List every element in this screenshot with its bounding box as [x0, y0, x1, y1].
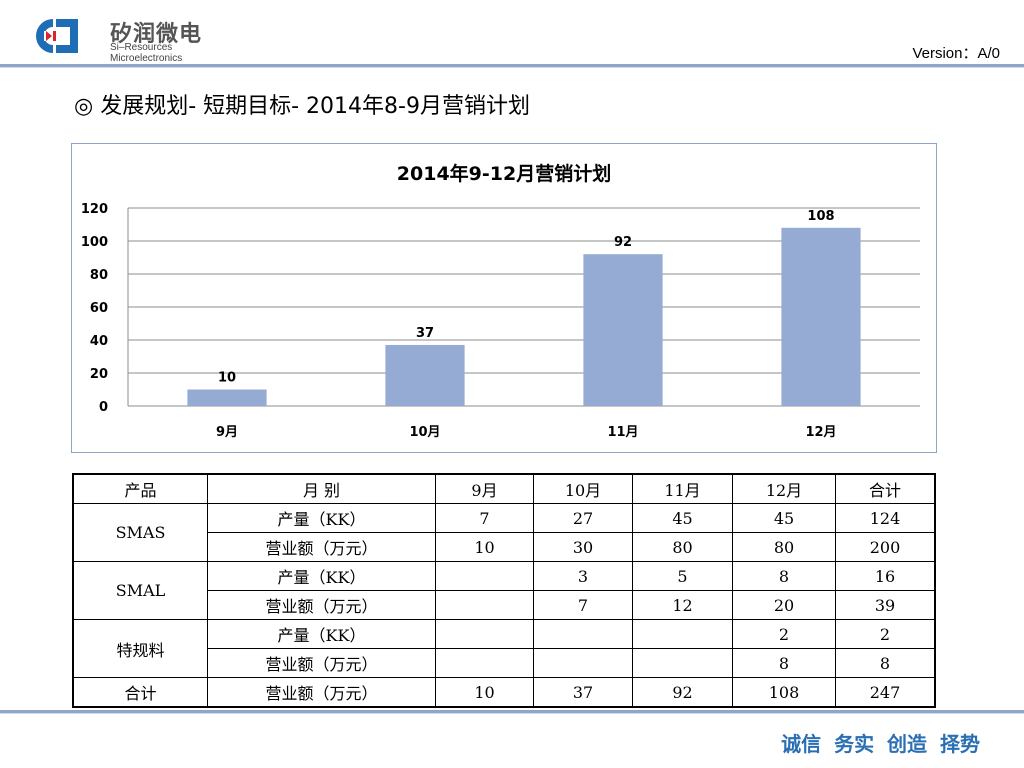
- value-cell: [533, 648, 633, 678]
- x-tick-label: 10月: [409, 425, 440, 440]
- footer-divider: [0, 710, 1024, 713]
- table-row: 营业额（万元） 7 12 20 39: [73, 590, 936, 620]
- x-tick-label: 12月: [805, 425, 836, 440]
- bar-data-label: 10: [218, 371, 236, 386]
- y-tick-label: 20: [90, 367, 108, 382]
- y-tick-label: 120: [81, 202, 108, 217]
- value-cell: 8: [732, 648, 836, 678]
- value-cell: 7: [533, 590, 633, 620]
- value-cell: [435, 648, 534, 678]
- footer-divider-light: [0, 713, 1024, 714]
- value-cell: 45: [632, 503, 733, 533]
- y-tick-label: 80: [90, 268, 108, 283]
- metric-cell: 产量（KK）: [207, 561, 436, 591]
- value-cell: 10: [435, 677, 534, 708]
- header-dec: 12月: [732, 473, 836, 504]
- header-total: 合计: [835, 473, 936, 504]
- value-cell: 20: [732, 590, 836, 620]
- total-cell: 200: [835, 532, 936, 562]
- marketing-plan-table: 产品 月 别 9月 10月 11月 12月 合计 SMAS 产量（KK） 7 2…: [72, 473, 936, 708]
- bar-data-label: 37: [416, 326, 434, 341]
- bar: [781, 227, 861, 406]
- slide-title: ◎ 发展规划- 短期目标- 2014年8-9月营销计划: [74, 94, 530, 119]
- value-cell: 7: [435, 503, 534, 533]
- chart-title: 2014年9-12月营销计划: [397, 162, 611, 185]
- bar-chart: 2014年9-12月营销计划 0 20 40 60 80 100 120 10 9月 37 10月 92…: [81, 162, 920, 440]
- y-tick-label: 40: [90, 334, 108, 349]
- metric-cell: 营业额（万元）: [207, 677, 436, 708]
- value-cell: 80: [732, 532, 836, 562]
- x-tick-label: 11月: [607, 425, 638, 440]
- total-cell: 16: [835, 561, 936, 591]
- table-row: SMAL 产量（KK） 3 5 8 16: [72, 561, 936, 620]
- total-label-cell: 合计: [72, 677, 208, 708]
- y-tick-label: 0: [99, 400, 108, 415]
- header-nov: 11月: [632, 473, 733, 504]
- value-cell: 27: [533, 503, 633, 533]
- value-cell: [435, 590, 534, 620]
- value-cell: 92: [632, 677, 733, 708]
- product-cell: SMAL: [72, 561, 208, 620]
- x-tick-label: 9月: [216, 425, 238, 440]
- total-cell: 39: [835, 590, 936, 620]
- value-cell: 37: [533, 677, 633, 708]
- chart-frame: 2014年9-12月营销计划 0 20 40 60 80 100 120 10 9月 37 10月 92…: [71, 143, 937, 453]
- total-cell: 247: [835, 677, 936, 708]
- y-tick-label: 60: [90, 301, 108, 316]
- value-cell: 5: [632, 561, 733, 591]
- value-cell: [435, 561, 534, 591]
- total-cell: 124: [835, 503, 936, 533]
- header-sep: 9月: [435, 473, 534, 504]
- table-total-row: 合计 营业额（万元） 10 37 92 108 247: [72, 677, 936, 708]
- logo-chinese-name: 矽润微电: [110, 22, 203, 47]
- value-cell: 10: [435, 532, 534, 562]
- company-motto: 诚信 务实 创造 择势: [781, 732, 980, 756]
- bar-data-label: 92: [614, 235, 632, 250]
- logo-mark-icon: [36, 19, 78, 53]
- metric-cell: 营业额（万元）: [207, 648, 436, 678]
- value-cell: 2: [732, 619, 836, 649]
- version-label: Version：A/0: [912, 45, 1000, 62]
- logo-english-name: Si–Resources Microelectronics: [110, 42, 183, 64]
- value-cell: [632, 619, 733, 649]
- value-cell: [435, 619, 534, 649]
- header-divider: [0, 64, 1024, 67]
- table-row: 营业额（万元） 8 8: [73, 648, 936, 678]
- header-product: 产品: [72, 473, 208, 504]
- y-tick-label: 100: [81, 235, 108, 250]
- value-cell: 30: [533, 532, 633, 562]
- value-cell: 80: [632, 532, 733, 562]
- metric-cell: 产量（KK）: [207, 503, 436, 533]
- header-divider-light: [0, 67, 1024, 68]
- bar: [187, 389, 267, 406]
- total-cell: 8: [835, 648, 936, 678]
- metric-cell: 产量（KK）: [207, 619, 436, 649]
- table-row: SMAS 产量（KK） 7 27 45 45 124: [72, 503, 936, 562]
- value-cell: 108: [732, 677, 836, 708]
- value-cell: 45: [732, 503, 836, 533]
- total-cell: 2: [835, 619, 936, 649]
- metric-cell: 营业额（万元）: [207, 590, 436, 620]
- metric-cell: 营业额（万元）: [207, 532, 436, 562]
- header-oct: 10月: [533, 473, 633, 504]
- company-logo: 矽润微电 Si–Resources Microelectronics: [26, 14, 246, 64]
- bar: [385, 344, 465, 406]
- value-cell: 3: [533, 561, 633, 591]
- product-cell: 特规料: [72, 619, 208, 678]
- bar: [583, 254, 663, 406]
- header-metric: 月 别: [207, 473, 436, 504]
- value-cell: 8: [732, 561, 836, 591]
- table-header-row: 产品 月 别 9月 10月 11月 12月 合计: [72, 473, 936, 504]
- value-cell: [632, 648, 733, 678]
- value-cell: [533, 619, 633, 649]
- bar-data-label: 108: [807, 209, 834, 224]
- table-row: 特规料 产量（KK） 2 2: [72, 619, 936, 678]
- product-cell: SMAS: [72, 503, 208, 562]
- value-cell: 12: [632, 590, 733, 620]
